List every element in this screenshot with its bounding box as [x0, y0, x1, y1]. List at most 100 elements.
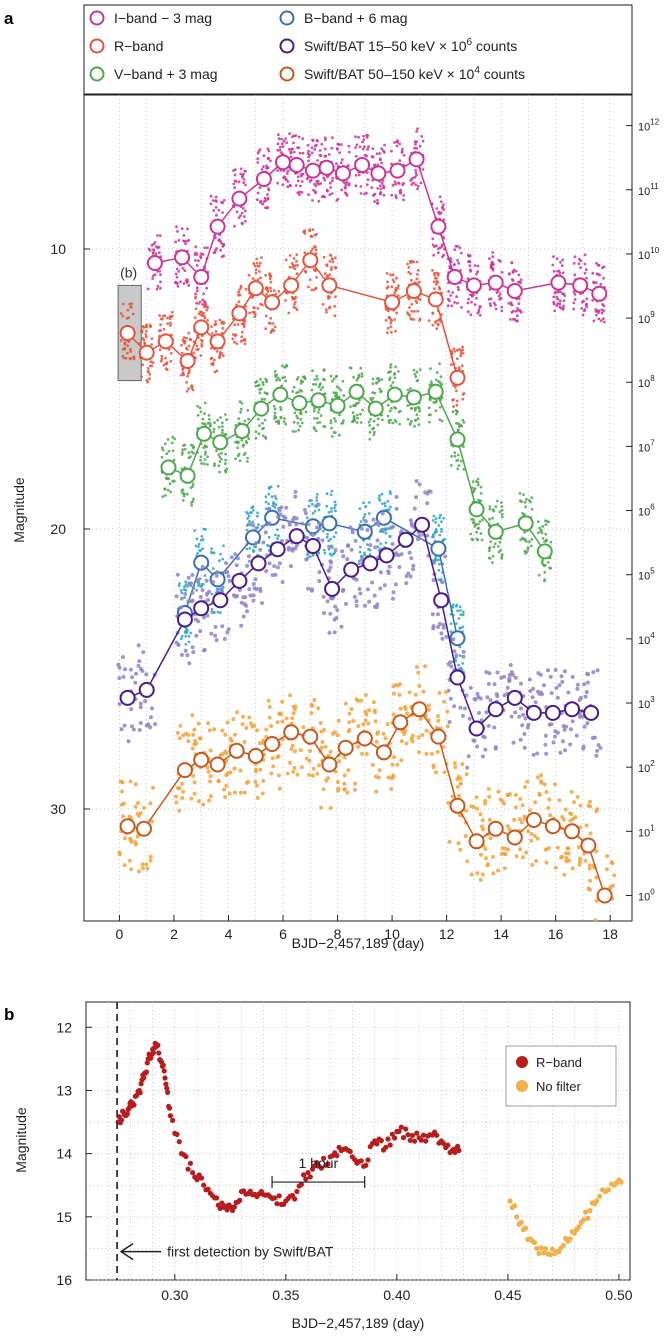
- photometry-dot: [296, 417, 299, 420]
- binned-point: [508, 691, 522, 705]
- photometry-dot: [472, 480, 475, 483]
- photometry-dot: [143, 341, 146, 344]
- photometry-dot: [414, 183, 417, 186]
- photometry-dot: [159, 349, 162, 352]
- panel-a-label: a: [4, 9, 14, 28]
- photometry-dot: [355, 174, 358, 177]
- photometry-dot: [184, 448, 187, 451]
- photometry-dot: [175, 801, 179, 805]
- photometry-dot: [284, 137, 287, 140]
- photometry-dot: [215, 214, 218, 217]
- photometry-dot: [395, 312, 398, 315]
- photometry-dot: [240, 601, 244, 605]
- photometry-dot: [258, 768, 262, 772]
- first-detection-annotation: first detection by Swift/BAT: [167, 1244, 334, 1260]
- photometry-dot: [512, 271, 515, 274]
- photometry-dot: [508, 273, 511, 276]
- photometry-dot: [353, 782, 357, 786]
- binned-point: [325, 582, 339, 596]
- binned-point: [232, 574, 246, 588]
- photometry-dot: [518, 847, 522, 851]
- photometry-dot: [457, 429, 460, 432]
- photometry-dot: [359, 507, 362, 510]
- photometry-dot: [434, 321, 437, 324]
- legend-marker: [281, 40, 294, 53]
- photometry-dot: [479, 853, 483, 857]
- photometry-dot: [398, 693, 402, 697]
- photometry-dot: [554, 291, 557, 294]
- photometry-dot: [132, 313, 135, 316]
- photometry-dot: [201, 803, 205, 807]
- binned-point: [391, 164, 405, 178]
- photometry-dot: [486, 862, 490, 866]
- photometry-dot: [200, 339, 203, 342]
- photometry-dot: [544, 578, 547, 581]
- binned-point: [232, 192, 246, 206]
- binned-point: [385, 295, 399, 309]
- photometry-dot: [126, 344, 129, 347]
- photometry-dot: [373, 605, 377, 609]
- photometry-dot: [265, 167, 268, 170]
- photometry-dot: [407, 404, 410, 407]
- photometry-dot: [297, 422, 300, 425]
- photometry-dot: [241, 595, 245, 599]
- binned-point: [211, 758, 225, 772]
- legend-text: Swift/BAT 50–150 keV × 10: [304, 66, 475, 82]
- photometry-dot: [595, 262, 598, 265]
- photometry-dot: [491, 267, 494, 270]
- photometry-dot: [553, 735, 557, 739]
- photometry-dot: [252, 277, 255, 280]
- photometry-dot: [118, 702, 122, 706]
- photometry-dot: [368, 421, 371, 424]
- photometry-dot: [582, 314, 585, 317]
- photometry-dot: [317, 763, 321, 767]
- photometry-dot: [336, 789, 340, 793]
- photometry-dot: [223, 733, 227, 737]
- photometry-dot: [500, 306, 503, 309]
- binned-point: [249, 281, 263, 295]
- photometry-dot: [402, 199, 405, 202]
- photometry-dot: [285, 141, 288, 144]
- photometry-dot: [500, 310, 503, 313]
- photometry-dot: [448, 660, 452, 664]
- photometry-dot: [488, 547, 491, 550]
- photometry-dot: [437, 247, 440, 250]
- photometry-dot: [395, 495, 399, 499]
- photometry-dot: [565, 856, 569, 860]
- photometry-dot: [580, 307, 583, 310]
- photometry-dot: [398, 159, 401, 162]
- photometry-dot: [524, 851, 528, 855]
- photometry-dot: [483, 847, 487, 851]
- legend-label: R−band: [114, 38, 163, 54]
- photometry-dot: [259, 201, 262, 204]
- photometry-dot: [368, 512, 371, 515]
- photometry-dot: [528, 499, 531, 502]
- photometry-dot: [201, 314, 204, 317]
- photometry-dot: [313, 148, 316, 151]
- photometry-dot: [454, 653, 458, 657]
- photometry-dot: [221, 202, 224, 205]
- photometry-dot: [406, 263, 409, 266]
- photometry-dot: [241, 722, 245, 726]
- photometry-dot: [538, 574, 541, 577]
- binned-point: [489, 525, 503, 539]
- photometry-dot: [534, 859, 538, 863]
- photometry-dot: [585, 672, 589, 676]
- photometry-dot: [289, 150, 292, 153]
- photometry-dot: [160, 355, 163, 358]
- photometry-dot: [512, 279, 515, 282]
- photometry-dot: [435, 327, 438, 330]
- photometry-dot: [364, 693, 368, 697]
- photometry-dot: [350, 548, 354, 552]
- photometry-dot: [500, 852, 504, 856]
- photometry-dot: [216, 370, 219, 373]
- photometry-dot: [257, 192, 260, 195]
- binned-point: [538, 544, 552, 558]
- photometry-dot: [217, 464, 220, 467]
- photometry-dot: [256, 380, 259, 383]
- photometry-dot: [186, 390, 189, 393]
- photometry-dot: [195, 545, 198, 548]
- binned-point: [290, 158, 304, 172]
- tick-base: 10: [638, 442, 650, 454]
- photometry-dot: [286, 185, 289, 188]
